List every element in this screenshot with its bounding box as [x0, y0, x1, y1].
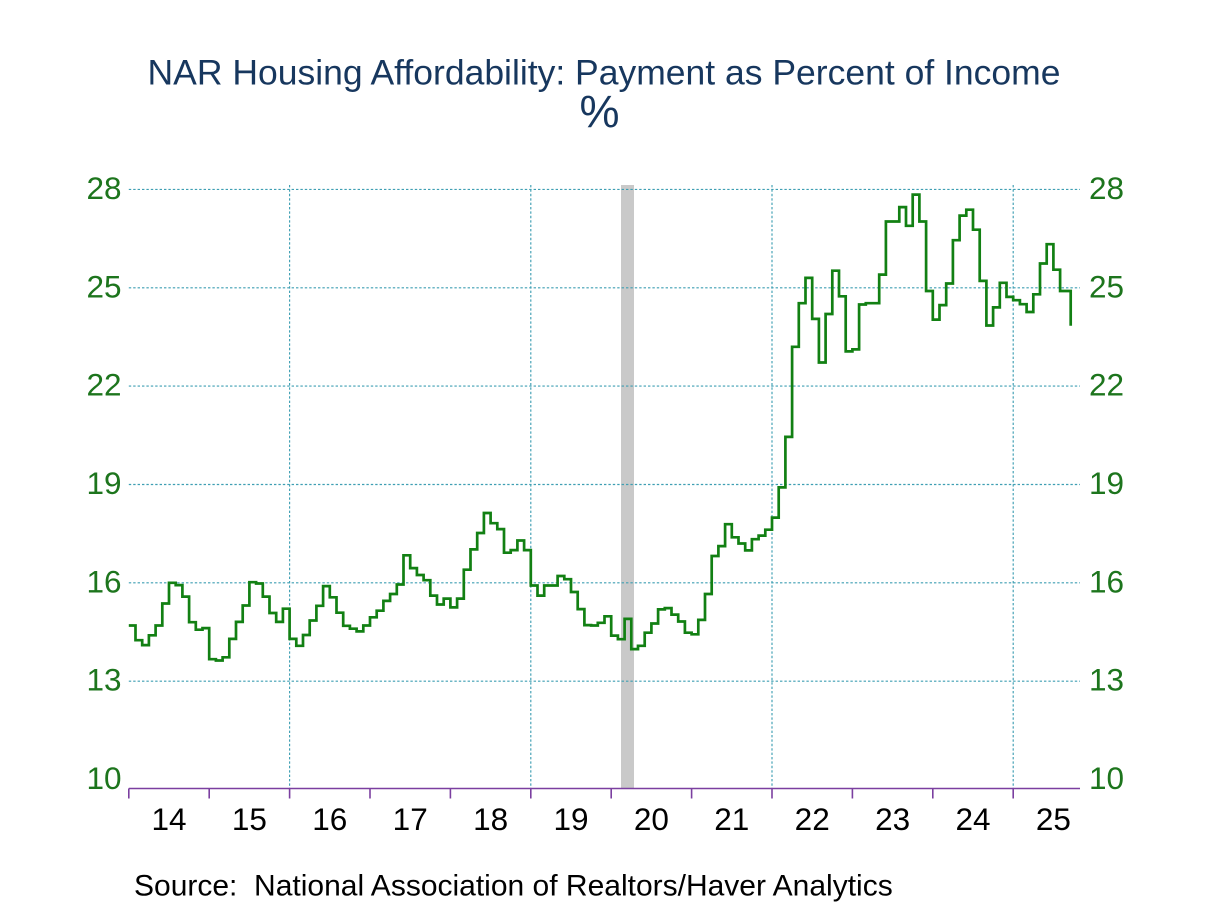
svg-text:15: 15	[232, 801, 267, 837]
svg-text:19: 19	[553, 801, 588, 837]
svg-text:23: 23	[875, 801, 910, 837]
svg-text:28: 28	[1089, 170, 1124, 206]
svg-text:10: 10	[86, 760, 121, 796]
svg-text:NAR Housing Affordability: Pay: NAR Housing Affordability: Payment as Pe…	[148, 53, 1061, 93]
svg-text:25: 25	[86, 268, 121, 304]
svg-text:16: 16	[312, 801, 347, 837]
svg-text:16: 16	[1089, 563, 1124, 599]
svg-text:14: 14	[151, 801, 186, 837]
svg-text:28: 28	[86, 170, 121, 206]
svg-text:19: 19	[1089, 465, 1124, 501]
svg-text:Source: National Association: Source: National Association of Realtors…	[134, 870, 893, 903]
svg-text:16: 16	[86, 563, 121, 599]
svg-text:19: 19	[86, 465, 121, 501]
svg-text:21: 21	[714, 801, 749, 837]
svg-text:18: 18	[473, 801, 508, 837]
svg-text:%: %	[579, 86, 619, 137]
svg-text:13: 13	[1089, 662, 1124, 698]
svg-text:22: 22	[795, 801, 830, 837]
svg-text:25: 25	[1089, 268, 1124, 304]
svg-text:24: 24	[955, 801, 990, 837]
svg-text:20: 20	[634, 801, 669, 837]
svg-text:13: 13	[86, 662, 121, 698]
svg-text:17: 17	[393, 801, 428, 837]
svg-text:22: 22	[86, 367, 121, 403]
svg-text:25: 25	[1036, 801, 1071, 837]
svg-text:22: 22	[1089, 367, 1124, 403]
svg-text:10: 10	[1089, 760, 1124, 796]
